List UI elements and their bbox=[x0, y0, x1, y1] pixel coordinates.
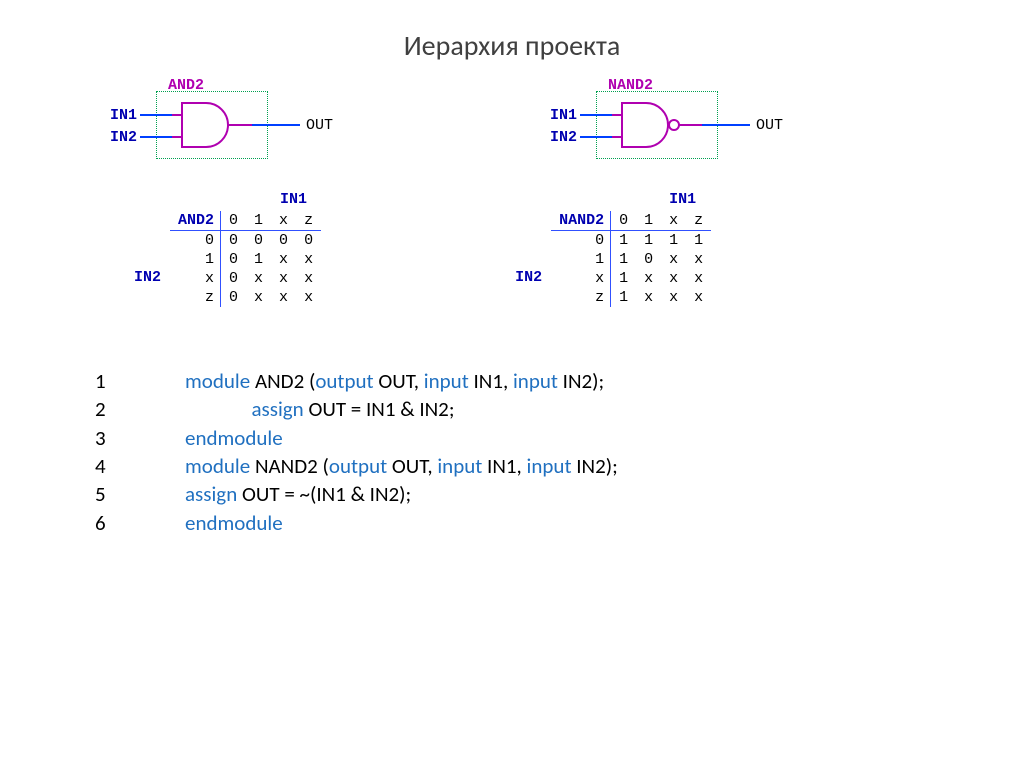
nand2-out-label: OUT bbox=[756, 117, 783, 134]
nand2-diagram: IN1 IN2 NAND2 OUT bbox=[550, 85, 790, 175]
code-keyword: endmodule bbox=[185, 425, 283, 451]
code-token: OUT = ~(IN1 & IN2); bbox=[242, 481, 411, 507]
page-title: Иерархия проекта bbox=[0, 0, 1024, 85]
table-cell: x bbox=[636, 269, 661, 288]
table-cell: 1 bbox=[611, 250, 637, 269]
table-cell: x bbox=[686, 288, 711, 307]
and2-out-label: OUT bbox=[306, 117, 333, 134]
table-cell: x bbox=[636, 288, 661, 307]
table-cell: 0 bbox=[296, 231, 321, 251]
table-cell: x bbox=[296, 250, 321, 269]
code-line: 3endmodule bbox=[95, 424, 1024, 452]
code-keyword: output bbox=[315, 368, 378, 394]
line-number: 5 bbox=[95, 480, 185, 508]
nand2-col-axis: IN1 bbox=[669, 191, 696, 208]
code-keyword: endmodule bbox=[185, 510, 283, 536]
code-token bbox=[185, 396, 251, 422]
table-row-header: z bbox=[551, 288, 611, 307]
table-col-header: x bbox=[271, 211, 296, 231]
nand2-truth-table: IN1 IN2 NAND201xz01111110xxx1xxxz1xxx bbox=[551, 193, 711, 307]
table-cell: 0 bbox=[636, 250, 661, 269]
code-keyword: input bbox=[437, 453, 487, 479]
code-keyword: input bbox=[527, 453, 577, 479]
table-row-header: x bbox=[170, 269, 221, 288]
code-token: AND2 ( bbox=[255, 368, 315, 394]
code-token: IN1, bbox=[487, 453, 526, 479]
diagrams-row: IN1 IN2 AND2 OUT IN1 IN2 NAND2 bbox=[0, 85, 1024, 175]
table-col-header: 0 bbox=[221, 211, 247, 231]
code-line: 1module AND2 (output OUT, input IN1, inp… bbox=[95, 367, 1024, 395]
table-row-header: x bbox=[551, 269, 611, 288]
code-keyword: module bbox=[185, 453, 255, 479]
verilog-code: 1module AND2 (output OUT, input IN1, inp… bbox=[0, 367, 1024, 537]
code-token: OUT = IN1 & IN2; bbox=[308, 396, 454, 422]
table-cell: x bbox=[296, 269, 321, 288]
table-cell: x bbox=[686, 269, 711, 288]
table-row-header: 0 bbox=[551, 231, 611, 251]
table-cell: x bbox=[661, 250, 686, 269]
table-col-header: 0 bbox=[611, 211, 637, 231]
table-cell: 0 bbox=[221, 250, 247, 269]
code-token: IN2); bbox=[563, 368, 604, 394]
table-col-header: 1 bbox=[636, 211, 661, 231]
table-cell: x bbox=[246, 269, 271, 288]
table-cell: 1 bbox=[686, 231, 711, 251]
code-line: 5assign OUT = ~(IN1 & IN2); bbox=[95, 480, 1024, 508]
code-keyword: output bbox=[329, 453, 392, 479]
line-number: 3 bbox=[95, 424, 185, 452]
code-keyword: input bbox=[424, 368, 474, 394]
and2-diagram: IN1 IN2 AND2 OUT bbox=[110, 85, 350, 175]
code-keyword: assign bbox=[185, 481, 242, 507]
and2-row-axis: IN2 bbox=[134, 269, 161, 286]
table-cell: x bbox=[296, 288, 321, 307]
table-cell: 1 bbox=[636, 231, 661, 251]
line-number: 2 bbox=[95, 395, 185, 423]
table-cell: 0 bbox=[246, 231, 271, 251]
code-token: IN1, bbox=[473, 368, 512, 394]
code-line: 4module NAND2 (output OUT, input IN1, in… bbox=[95, 452, 1024, 480]
table-cell: x bbox=[661, 269, 686, 288]
table-cell: x bbox=[271, 250, 296, 269]
table-row-header: 1 bbox=[551, 250, 611, 269]
table-cell: x bbox=[661, 288, 686, 307]
table-cell: x bbox=[271, 269, 296, 288]
table-cell: 0 bbox=[221, 288, 247, 307]
line-number: 4 bbox=[95, 452, 185, 480]
and2-col-axis: IN1 bbox=[280, 191, 307, 208]
table-row-header: z bbox=[170, 288, 221, 307]
code-line: 6endmodule bbox=[95, 509, 1024, 537]
table-cell: 0 bbox=[221, 231, 247, 251]
code-keyword: module bbox=[185, 368, 255, 394]
table-cell: x bbox=[271, 288, 296, 307]
table-cell: x bbox=[246, 288, 271, 307]
table-cell: 1 bbox=[246, 250, 271, 269]
table-cell: 1 bbox=[611, 288, 637, 307]
table-col-header: z bbox=[686, 211, 711, 231]
code-token: IN2); bbox=[576, 453, 617, 479]
line-number: 6 bbox=[95, 509, 185, 537]
table-cell: 0 bbox=[271, 231, 296, 251]
table-cell: 1 bbox=[661, 231, 686, 251]
table-name-cell: NAND2 bbox=[551, 211, 611, 231]
code-token: OUT, bbox=[378, 368, 423, 394]
code-line: 2 assign OUT = IN1 & IN2; bbox=[95, 395, 1024, 423]
and2-truth-table: IN1 IN2 AND201xz00000101xxx0xxxz0xxx bbox=[170, 193, 321, 307]
table-col-header: z bbox=[296, 211, 321, 231]
table-col-header: 1 bbox=[246, 211, 271, 231]
line-number: 1 bbox=[95, 367, 185, 395]
code-keyword: assign bbox=[251, 396, 308, 422]
table-cell: x bbox=[686, 250, 711, 269]
code-token: OUT, bbox=[392, 453, 437, 479]
table-row-header: 1 bbox=[170, 250, 221, 269]
tables-row: IN1 IN2 AND201xz00000101xxx0xxxz0xxx IN1… bbox=[0, 193, 1024, 307]
table-cell: 1 bbox=[611, 269, 637, 288]
table-row-header: 0 bbox=[170, 231, 221, 251]
table-name-cell: AND2 bbox=[170, 211, 221, 231]
code-keyword: input bbox=[513, 368, 563, 394]
table-col-header: x bbox=[661, 211, 686, 231]
table-cell: 0 bbox=[221, 269, 247, 288]
code-token: NAND2 ( bbox=[255, 453, 329, 479]
table-cell: 1 bbox=[611, 231, 637, 251]
nand2-row-axis: IN2 bbox=[515, 269, 542, 286]
